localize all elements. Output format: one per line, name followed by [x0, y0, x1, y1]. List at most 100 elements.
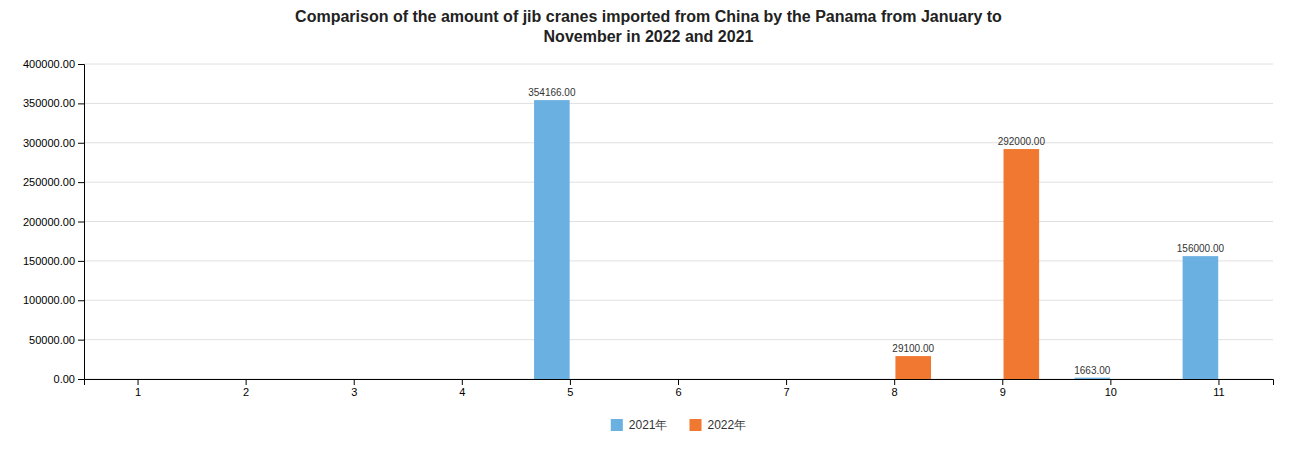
- tick-label: 9: [1000, 386, 1006, 398]
- tick: 11: [1213, 379, 1224, 398]
- tick-label: 400000.00: [23, 58, 75, 70]
- tick-label: 200000.00: [23, 216, 75, 228]
- legend-item: 2021年: [611, 418, 668, 432]
- data-label: 29100.00: [892, 343, 934, 354]
- tick-mark: [1110, 379, 1111, 385]
- tick-label: 11: [1213, 386, 1224, 398]
- bar: [1112, 379, 1148, 380]
- data-label: 354166.00: [528, 87, 576, 98]
- tick: 3: [351, 379, 357, 398]
- data-label: 1663.00: [1074, 365, 1111, 376]
- tick-label: 50000.00: [29, 334, 75, 346]
- plot: 0.00 50000.00 100000.00 150000.00 200000.00 2…: [23, 58, 1274, 398]
- data-label: 156000.00: [1177, 243, 1225, 254]
- bar: [787, 379, 823, 380]
- bar: [1004, 149, 1040, 379]
- tick-mark: [78, 261, 84, 262]
- y-axis: 0.00 50000.00 100000.00 150000.00 200000.00 2…: [23, 58, 85, 385]
- grid: [84, 64, 1273, 379]
- bar: [247, 379, 283, 380]
- chart: Comparison of the amount of jib cranes i…: [0, 0, 1297, 451]
- tick-label: 10: [1105, 386, 1117, 398]
- tick: 7: [784, 379, 790, 398]
- tick: 1: [135, 379, 141, 398]
- tick-mark: [78, 64, 84, 65]
- tick-label: 2: [243, 386, 249, 398]
- tick-label: 3: [351, 386, 357, 398]
- tick-label: 4: [459, 386, 465, 398]
- legend-item: 2022年: [690, 418, 747, 432]
- bar: [1183, 256, 1219, 379]
- bar: [534, 100, 570, 379]
- tick: 2: [243, 379, 249, 398]
- legend-swatch: [690, 419, 702, 431]
- bar: [355, 379, 391, 380]
- tick-mark: [78, 340, 84, 341]
- tick: 300000.00: [23, 137, 84, 149]
- tick-label: 350000.00: [23, 97, 75, 109]
- grid-line: [84, 182, 1273, 183]
- tick-mark: [78, 143, 84, 144]
- tick: 8: [892, 379, 898, 398]
- tick-mark: [1002, 379, 1003, 385]
- tick-mark: [246, 379, 247, 385]
- tick-mark: [786, 379, 787, 385]
- bar: [426, 379, 462, 380]
- tick-label: 8: [892, 386, 898, 398]
- tick-label: 7: [784, 386, 790, 398]
- tick: 6: [675, 379, 681, 398]
- bar: [966, 379, 1002, 380]
- tick-mark: [354, 379, 355, 385]
- bar: [858, 379, 894, 380]
- tick-label: 250000.00: [23, 176, 75, 188]
- tick: 250000.00: [23, 176, 84, 188]
- bar: [210, 379, 246, 380]
- tick: 9: [1000, 379, 1006, 398]
- tick-mark: [678, 379, 679, 385]
- bar: [139, 379, 175, 380]
- tick-label: 1: [135, 386, 141, 398]
- title: Comparison of the amount of jib cranes i…: [295, 8, 1002, 45]
- tick-label: 100000.00: [23, 294, 75, 306]
- grid-line: [84, 142, 1273, 143]
- grid-line: [84, 64, 1273, 65]
- grid-line: [84, 260, 1273, 261]
- bar: [1220, 379, 1256, 380]
- data-label: 292000.00: [998, 136, 1046, 147]
- tick: 5: [567, 379, 573, 398]
- tick-mark: [78, 379, 84, 380]
- legend-label: 2022年: [708, 418, 747, 432]
- legend-swatch: [611, 419, 623, 431]
- tick: 200000.00: [23, 216, 84, 228]
- bar: [679, 379, 715, 380]
- tick: 10: [1105, 379, 1117, 398]
- tick-mark: [78, 222, 84, 223]
- tick: 100000.00: [23, 294, 84, 306]
- grid-line: [84, 221, 1273, 222]
- tick: 400000.00: [23, 58, 84, 70]
- tick-label: 300000.00: [23, 137, 75, 149]
- tick-mark: [138, 379, 139, 385]
- tick: 50000.00: [29, 334, 84, 346]
- tick-mark: [78, 300, 84, 301]
- tick-mark: [78, 103, 84, 104]
- bar-series: [534, 100, 1218, 379]
- bar: [102, 379, 138, 380]
- tick-label: 6: [675, 386, 681, 398]
- grid-line: [84, 339, 1273, 340]
- tick-label: 150000.00: [23, 255, 75, 267]
- bar: [571, 379, 607, 380]
- tick-mark: [78, 182, 84, 183]
- tick-mark: [570, 379, 571, 385]
- bar: [318, 379, 354, 380]
- tick: 4: [459, 379, 465, 398]
- axis-line: [78, 65, 85, 380]
- x-axis: 1 2 3 4 5 6 7 8 9 10 11: [85, 379, 1274, 398]
- tick: 350000.00: [23, 97, 84, 109]
- tick-label: 0.00: [54, 373, 75, 385]
- grid-line: [84, 103, 1273, 104]
- legend: 2021年 2022年: [611, 418, 746, 432]
- bars: [534, 100, 1218, 379]
- tick-mark: [894, 379, 895, 385]
- tick: 0.00: [54, 373, 84, 385]
